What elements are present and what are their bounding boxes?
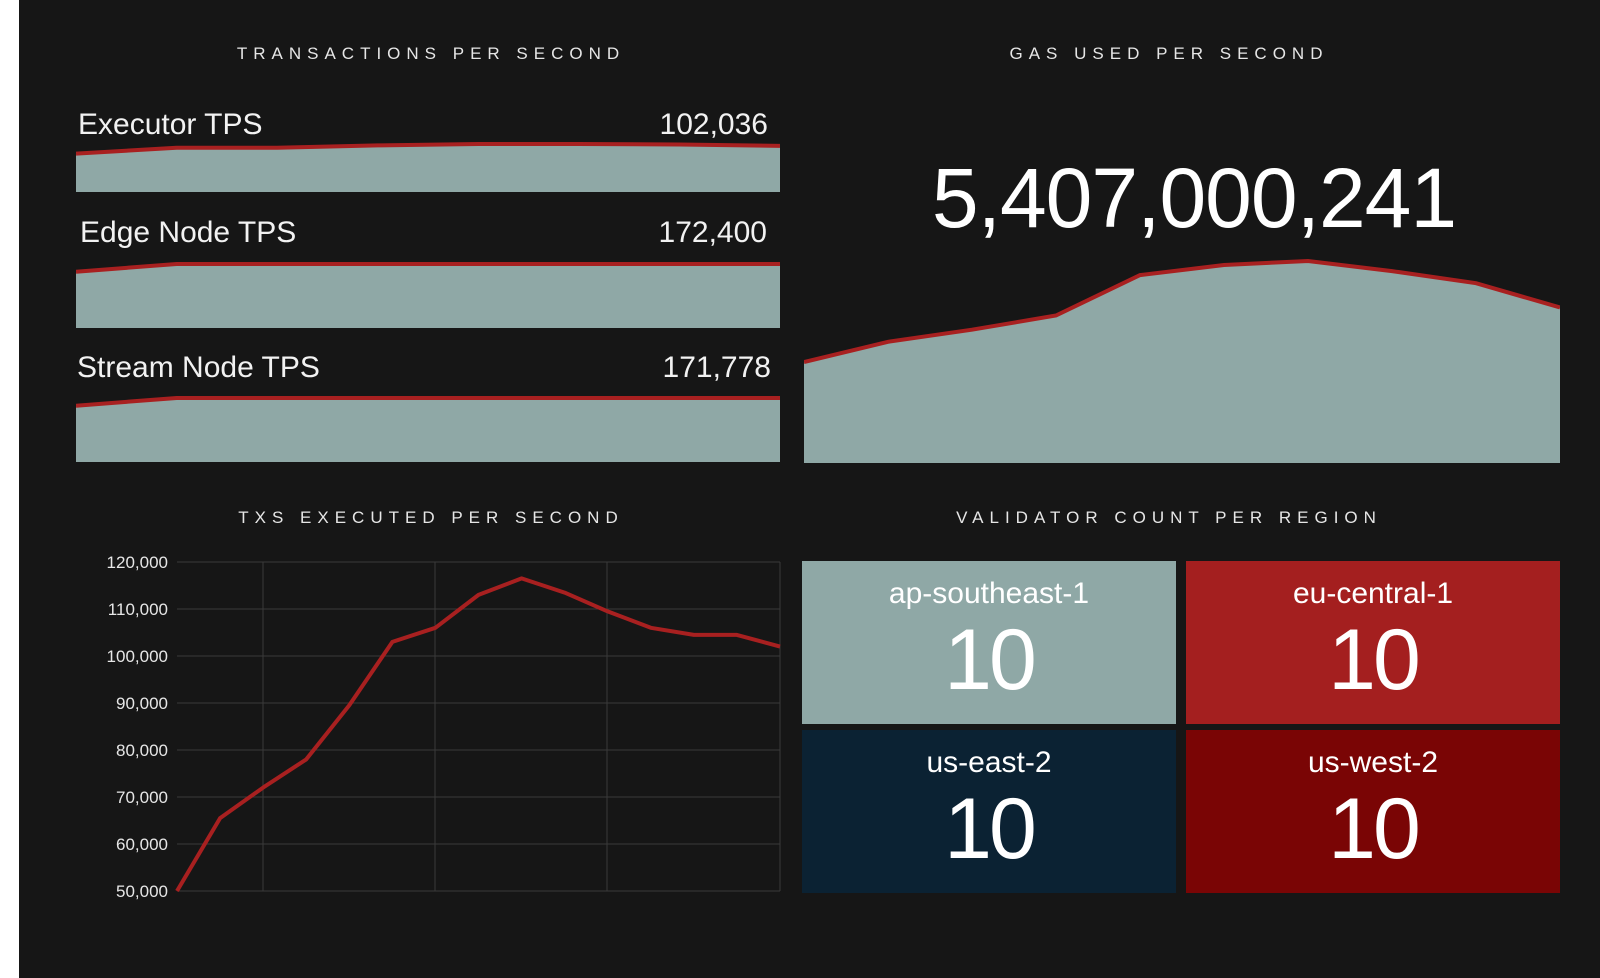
y-tick-label: 60,000 [116, 835, 168, 854]
y-tick-label: 90,000 [116, 694, 168, 713]
y-tick-label: 120,000 [107, 553, 168, 572]
stream-node-tps-sparkline [76, 396, 780, 462]
txs-line-chart: 120,000 110,000 100,000 90,000 80,000 70,000 6… [107, 553, 781, 900]
executor-tps-label: Executor TPS [78, 108, 263, 141]
y-tick-label: 100,000 [107, 647, 168, 666]
region-count: 10 [944, 781, 1037, 877]
region-tile-eu-central-1: eu-central-1 10 [1186, 561, 1560, 724]
executor-tps-value: 102,036 [659, 108, 768, 141]
gas-area-fill [804, 261, 1560, 463]
executor-tps-sparkline [76, 142, 780, 192]
region-tile-us-west-2: us-west-2 10 [1186, 730, 1560, 893]
edge-node-tps-value: 172,400 [658, 216, 767, 249]
tps-spark-2-line [76, 396, 780, 408]
gas-area-chart [804, 258, 1560, 463]
txs-section-title: TXS EXECUTED PER SECOND [238, 508, 624, 527]
edge-node-tps-sparkline [76, 262, 780, 328]
region-name: eu-central-1 [1292, 577, 1454, 610]
region-count: 10 [944, 612, 1037, 708]
stream-node-tps-label: Stream Node TPS [77, 351, 320, 384]
tps-spark-2-fill [76, 398, 780, 462]
y-tick-label: 110,000 [108, 600, 168, 619]
region-count: 10 [1328, 781, 1421, 877]
tps-spark-0-fill [76, 144, 780, 192]
region-tile-us-east-2: us-east-2 10 [802, 730, 1176, 893]
y-tick-label: 80,000 [116, 741, 168, 760]
gas-value: 5,407,000,241 [931, 151, 1457, 245]
region-name: ap-southeast-1 [888, 577, 1090, 610]
region-name: us-east-2 [926, 746, 1052, 779]
tps-spark-0-line [76, 142, 780, 156]
dashboard: TRANSACTIONS PER SECOND Executor TPS 102… [19, 0, 1600, 978]
stream-node-tps-value: 171,778 [662, 351, 771, 384]
y-tick-label: 70,000 [116, 788, 168, 807]
region-count: 10 [1328, 612, 1421, 708]
tps-section-title: TRANSACTIONS PER SECOND [236, 44, 626, 63]
tps-spark-1-fill [76, 264, 780, 328]
gas-area-line [804, 258, 1560, 364]
edge-node-tps-label: Edge Node TPS [80, 216, 297, 249]
gas-section-title: GAS USED PER SECOND [1009, 44, 1329, 63]
tps-spark-1-line [76, 262, 780, 274]
region-name: us-west-2 [1307, 746, 1439, 779]
region-tile-ap-southeast-1: ap-southeast-1 10 [802, 561, 1176, 724]
validator-section-title: VALIDATOR COUNT PER REGION [956, 508, 1382, 527]
y-tick-label: 50,000 [116, 882, 168, 900]
